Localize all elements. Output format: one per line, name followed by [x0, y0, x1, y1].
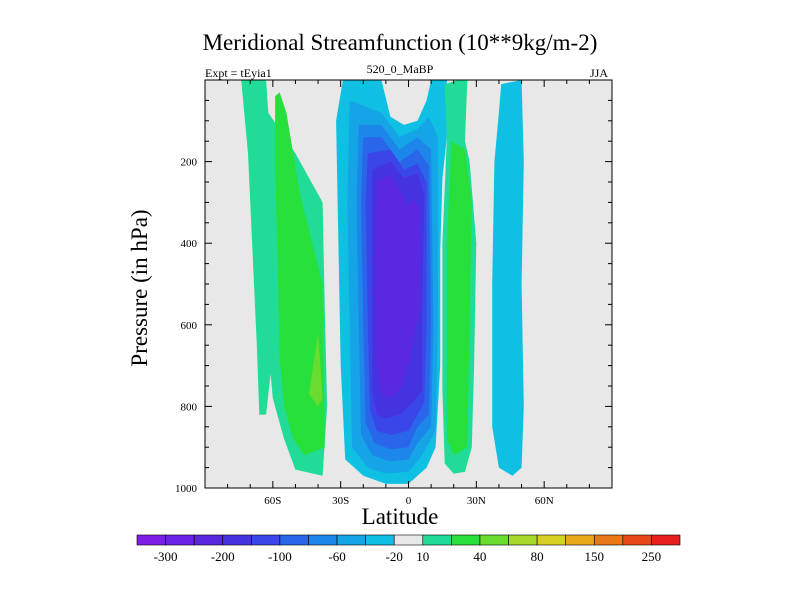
colorbar-label: 150: [585, 549, 605, 564]
y-tick-label: 600: [181, 320, 198, 332]
y-tick-label: 1000: [175, 483, 198, 495]
colorbar-box: [651, 534, 681, 546]
colorbar-box: [565, 534, 595, 546]
period-label: 520_0_MaBP: [366, 62, 434, 76]
colorbar-label: -60: [328, 549, 345, 564]
colorbar-box: [136, 534, 166, 546]
x-axis-title: Latitude: [361, 504, 439, 529]
colorbar-box: [451, 534, 481, 546]
axes: 60S 30S 0 30N 60N 200 400 600 800 1000: [175, 80, 612, 507]
colorbar-box: [308, 534, 338, 546]
colorbar-box: [479, 534, 509, 546]
contour-region-eq-cell-core: [374, 173, 420, 399]
colorbar-label: -20: [386, 549, 403, 564]
colorbar-label: 250: [642, 549, 662, 564]
contour-region-nh-far-cell: [492, 80, 524, 476]
colorbar-label: -100: [268, 549, 292, 564]
colorbar-box: [365, 534, 395, 546]
x-tick-label: 60N: [535, 495, 554, 507]
y-tick-label: 200: [181, 157, 198, 169]
colorbar-label: 40: [473, 549, 486, 564]
colorbar-box: [622, 534, 652, 546]
colorbar-box: [536, 534, 566, 546]
colorbar-box: [222, 534, 252, 546]
season-label: JJA: [590, 66, 609, 80]
colorbar-label: 80: [531, 549, 544, 564]
contour-region-sh-cell-core: [309, 333, 323, 407]
colorbar-box: [508, 534, 538, 546]
contour-region-nh-cell-inner: [446, 141, 472, 456]
x-tick-label: 60S: [264, 495, 281, 507]
y-tick-label: 400: [181, 238, 198, 250]
colorbar-box: [336, 534, 366, 546]
colorbar-box: [422, 534, 452, 546]
colorbar-box: [593, 534, 624, 546]
colorbar-label: 10: [416, 549, 429, 564]
contour-region-sh-cell-inner: [275, 92, 325, 456]
x-tick-label: 0: [406, 495, 412, 507]
colorbar-label: -300: [154, 549, 178, 564]
x-tick-label: 30N: [467, 495, 486, 507]
x-tick-label: 30S: [332, 495, 349, 507]
y-tick-label: 800: [181, 401, 198, 413]
colorbar-box: [251, 534, 281, 546]
colorbar-label: -200: [211, 549, 235, 564]
colorbar-box: [393, 534, 424, 546]
colorbar-box: [165, 534, 195, 546]
chart-title: Meridional Streamfunction (10**9kg/m-2): [202, 30, 598, 55]
contour-regions: [241, 80, 524, 484]
colorbar: -300 -200 -100 -60 -20 10 40 80 150 250: [136, 534, 681, 564]
experiment-label: Expt = tEyia1: [205, 66, 272, 80]
colorbar-box: [193, 534, 224, 546]
colorbar-box: [279, 534, 309, 546]
